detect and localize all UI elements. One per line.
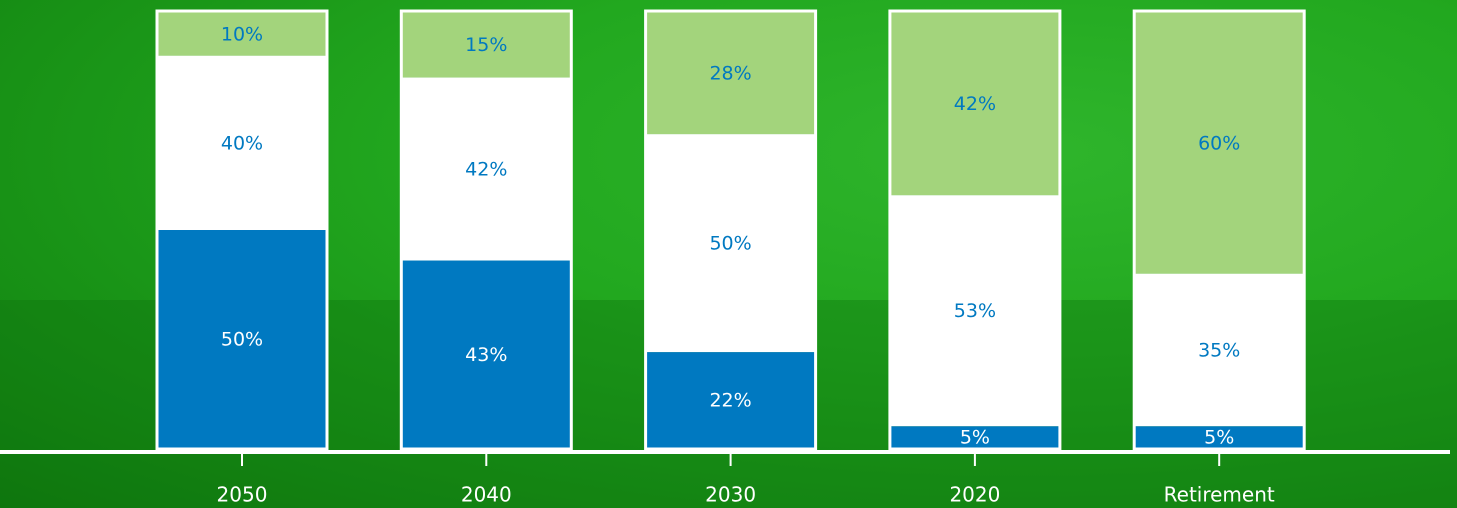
bar-outline [644, 9, 818, 451]
bar-segment [1135, 273, 1304, 427]
bar-segment [158, 55, 326, 230]
bar-segment [646, 12, 815, 135]
value-label: 40% [221, 132, 263, 154]
bar-segment [646, 352, 815, 448]
value-label: 53% [954, 300, 996, 322]
value-label: 60% [1198, 132, 1240, 154]
bar-segment [1135, 12, 1304, 274]
value-label: 42% [465, 158, 507, 180]
bar-segment [890, 426, 1059, 448]
value-label: 50% [221, 329, 263, 351]
value-label: 28% [709, 63, 751, 85]
value-label: 22% [709, 390, 751, 412]
bar-segment [402, 260, 571, 448]
bar-segment [646, 134, 815, 353]
x-tick-label: 2050 [217, 483, 268, 507]
bar-segment [158, 230, 326, 448]
x-tick-label: 2030 [705, 483, 756, 507]
value-label: 15% [465, 34, 507, 56]
value-label: 43% [465, 344, 507, 366]
x-tick-label: 2020 [949, 483, 1000, 507]
value-label: 35% [1198, 339, 1240, 361]
bar-segment [158, 12, 326, 56]
x-tick-label: 2040 [461, 483, 512, 507]
value-label: 50% [709, 233, 751, 255]
bar-outline [888, 9, 1062, 451]
bar-segment [402, 77, 571, 261]
bar-outline [399, 9, 573, 451]
bar-segment [890, 12, 1059, 196]
bar-segment [402, 12, 571, 78]
bar-segment [1135, 426, 1304, 448]
value-label: 5% [960, 427, 990, 449]
baseline [0, 450, 1450, 454]
bar-segment [890, 195, 1059, 427]
bar-outline [1132, 9, 1306, 451]
value-label: 10% [221, 23, 263, 45]
x-tick-label: Retirement [1164, 483, 1275, 507]
value-label: 42% [954, 93, 996, 115]
bar-outline [155, 9, 329, 451]
value-label: 5% [1204, 427, 1234, 449]
